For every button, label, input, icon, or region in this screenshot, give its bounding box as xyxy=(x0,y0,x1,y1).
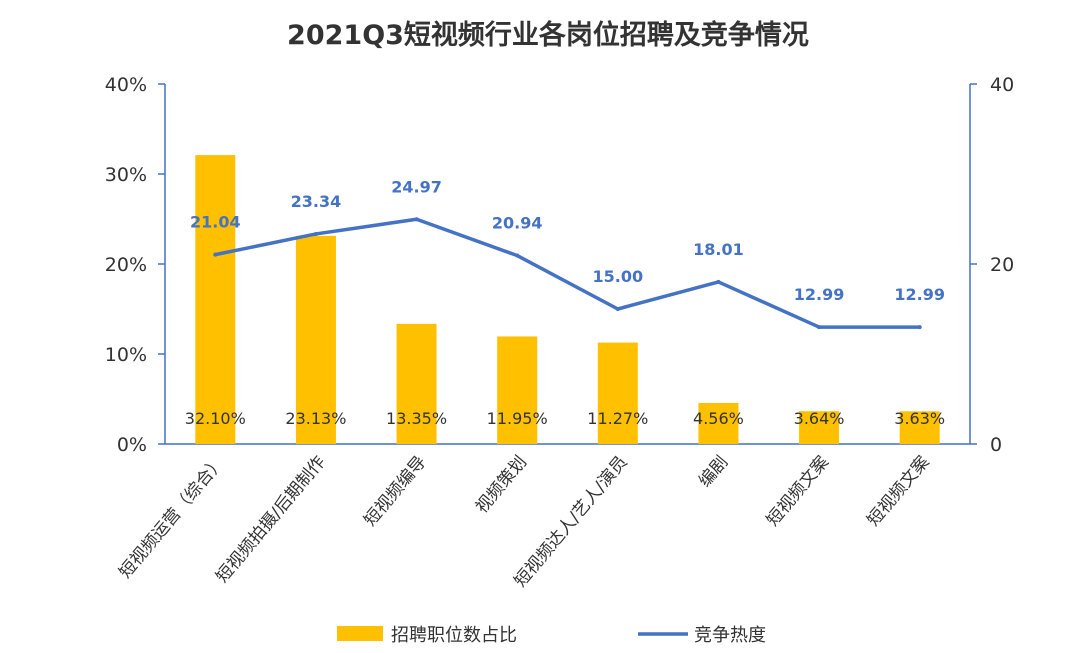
line-point xyxy=(817,325,822,330)
bar-value-label: 4.56% xyxy=(693,409,744,428)
bar-value-label: 11.27% xyxy=(587,409,648,428)
line-value-label: 21.04 xyxy=(190,213,241,232)
line-value-label: 15.00 xyxy=(593,267,644,286)
line-value-label: 23.34 xyxy=(291,192,342,211)
line-point xyxy=(313,231,318,236)
bar xyxy=(799,411,840,444)
bar xyxy=(497,336,538,444)
line-point xyxy=(917,325,922,330)
right-tick-label: 40 xyxy=(990,74,1014,96)
bar-value-label: 23.13% xyxy=(285,409,346,428)
left-tick-label: 10% xyxy=(105,344,147,366)
right-tick-label: 0 xyxy=(990,434,1002,456)
legend-line-label: 竞争热度 xyxy=(694,625,766,646)
category-label: 短视频拍摄/后期制作 xyxy=(212,452,329,586)
line-value-label: 18.01 xyxy=(693,240,744,259)
bar-value-label: 3.63% xyxy=(894,409,945,428)
line-point xyxy=(615,307,620,311)
category-label: 短视频文案 xyxy=(763,452,833,530)
category-label: 短视频编导 xyxy=(360,452,430,530)
line-point xyxy=(213,252,218,257)
line-point xyxy=(515,253,520,258)
right-tick-label: 20 xyxy=(990,254,1014,276)
line-point xyxy=(716,279,721,284)
bar xyxy=(195,155,236,444)
category-label: 短视频达人/艺人/演员 xyxy=(511,452,632,591)
line-value-label: 24.97 xyxy=(391,177,442,196)
bar-value-label: 13.35% xyxy=(386,409,447,428)
bar xyxy=(597,342,638,444)
category-label: 短视频文案 xyxy=(864,452,934,530)
left-tick-label: 30% xyxy=(105,164,147,186)
bar-value-label: 3.64% xyxy=(794,409,845,428)
category-label: 视频策划 xyxy=(472,452,531,517)
line-value-label: 12.99 xyxy=(794,285,845,304)
bar-value-label: 11.95% xyxy=(487,409,548,428)
chart-title: 2021Q3短视频行业各岗位招聘及竞争情况 xyxy=(287,19,809,51)
legend-bar-swatch xyxy=(337,626,383,641)
left-tick-label: 40% xyxy=(105,74,147,96)
bar xyxy=(396,323,437,444)
line-value-label: 12.99 xyxy=(894,285,945,304)
bar-value-label: 32.10% xyxy=(185,409,246,428)
line-point xyxy=(414,217,419,222)
legend-bar-label: 招聘职位数占比 xyxy=(391,625,517,646)
line-value-label: 20.94 xyxy=(492,214,543,233)
category-label: 编剧 xyxy=(695,452,732,491)
bar xyxy=(295,235,336,444)
left-tick-label: 20% xyxy=(105,254,147,276)
category-label: 短视频运营（综合） xyxy=(115,452,229,582)
bar xyxy=(698,402,739,444)
series-line xyxy=(213,217,922,329)
left-tick-label: 0% xyxy=(117,434,147,456)
bar xyxy=(899,411,940,444)
